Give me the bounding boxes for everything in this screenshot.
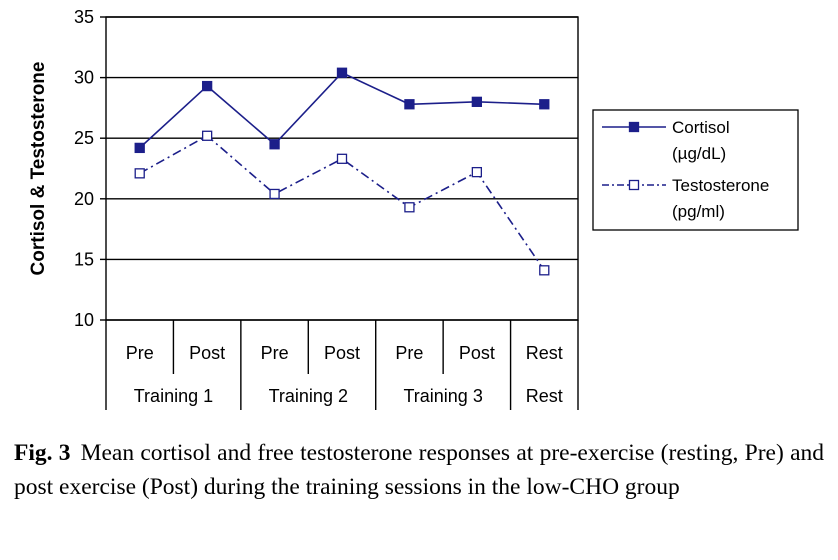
legend-marker-cortisol [628,121,640,133]
y-tick-label: 10 [74,310,94,330]
legend-unit: (pg/ml) [672,202,725,221]
testosterone-point [471,166,483,178]
caption-text: Mean cortisol and free testosterone resp… [14,440,825,500]
y-tick-label: 25 [74,128,94,148]
y-tick-label: 35 [74,7,94,27]
cortisol-point [336,67,348,78]
x-category-label: Pre [261,343,289,363]
testosterone-point [201,130,213,141]
line-chart: 10 15 20 25 30 35 Pre Post Pre Post Pre Post Rest Tra… [28,7,799,410]
series-lines [134,67,550,276]
y-tick-label: 30 [74,68,94,88]
gridlines [106,16,578,321]
testosterone-point [336,153,348,164]
legend-label: Cortisol [672,118,730,137]
x-category-label: Pre [126,343,154,363]
legend-label: Testosterone [672,176,769,195]
y-tick-label: 20 [74,189,94,209]
cortisol-point [201,80,213,92]
testosterone-point [269,188,280,200]
cortisol-point [471,96,483,107]
legend-box [592,109,799,231]
legend-marker-testosterone [628,179,640,191]
series-line-cortisol [139,71,545,149]
plot-frame [105,16,579,321]
y-tick-label: 15 [74,249,94,269]
cortisol-point [134,142,145,154]
legend-unit: (µg/dL) [672,144,726,163]
cortisol-point [404,99,415,110]
y-axis-title: Cortisol & Testosterone [28,62,49,276]
testosterone-point [404,202,415,213]
figure-caption: Fig. 3 Mean cortisol and free testosteron… [14,436,824,504]
x-category-label: Post [189,343,225,363]
figure-label: Fig. 3 [14,440,71,466]
cortisol-point [539,99,550,110]
x-category-label: Post [324,343,360,363]
x-group-label: Training 3 [403,386,482,406]
x-group-label: Training 2 [269,386,348,406]
axes [100,16,579,410]
legend: Cortisol (µg/dL) Testosterone (pg/ml) [592,109,799,231]
cortisol-point [269,139,280,150]
x-group-label: Rest [526,386,563,406]
x-category-label: Pre [395,343,423,363]
testosterone-point [134,168,145,179]
x-category-label: Post [459,343,495,363]
axis-labels: 10 15 20 25 30 35 Pre Post Pre Post Pre Post Rest Tra… [28,7,563,406]
testosterone-point [539,265,550,276]
x-category-label: Rest [526,343,563,363]
x-group-label: Training 1 [134,386,213,406]
